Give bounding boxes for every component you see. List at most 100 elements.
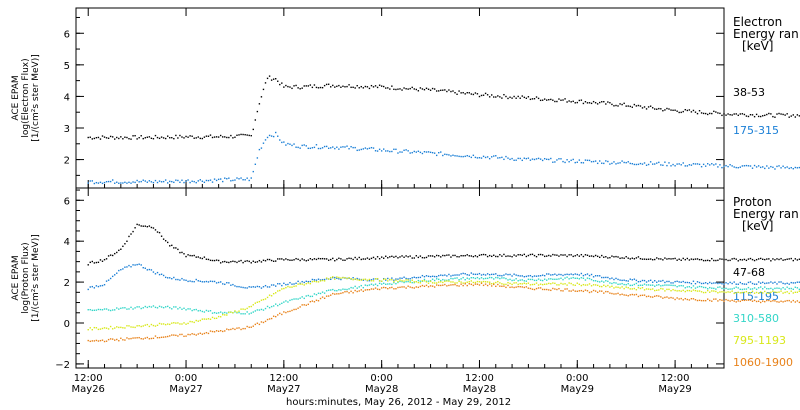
data-point: [195, 319, 197, 322]
data-point: [183, 137, 185, 139]
data-point: [185, 135, 187, 138]
data-point: [702, 299, 705, 302]
data-point: [409, 286, 411, 288]
data-point: [215, 136, 218, 138]
data-point: [623, 283, 625, 286]
data-point: [747, 299, 750, 301]
data-point: [413, 276, 415, 278]
data-point: [633, 163, 636, 166]
data-point: [662, 110, 664, 112]
data-point: [578, 290, 581, 292]
data-point: [201, 257, 204, 260]
data-point: [191, 255, 193, 257]
data-point: [778, 291, 780, 293]
data-point: [562, 283, 564, 285]
data-point: [126, 266, 128, 268]
data-point: [521, 279, 523, 281]
data-point: [706, 163, 709, 165]
data-point: [700, 165, 703, 168]
data-point: [658, 107, 660, 110]
data-point: [674, 289, 676, 292]
y-axis-label-line: ACE EPAM: [11, 255, 21, 300]
data-point: [107, 255, 110, 257]
data-point: [601, 162, 603, 164]
data-point: [766, 165, 768, 167]
data-point: [169, 245, 171, 247]
data-point: [450, 277, 452, 280]
data-point: [362, 279, 365, 281]
data-point: [503, 93, 505, 96]
data-point: [784, 300, 786, 302]
data-point: [399, 151, 401, 153]
data-point: [254, 261, 257, 263]
data-point: [150, 306, 153, 308]
data-point: [548, 282, 550, 285]
data-point: [753, 283, 756, 285]
data-point: [440, 284, 442, 287]
data-point: [649, 284, 652, 286]
data-point: [774, 168, 776, 170]
data-point: [309, 301, 312, 303]
data-point: [552, 253, 554, 256]
data-point: [523, 282, 526, 284]
data-point: [625, 294, 627, 296]
data-point: [757, 292, 760, 294]
data-point: [723, 300, 725, 302]
data-point: [403, 149, 405, 152]
data-point: [171, 308, 173, 310]
data-point: [258, 286, 261, 288]
data-point: [631, 284, 634, 287]
data-point: [790, 281, 792, 284]
data-point: [385, 278, 387, 280]
data-point: [617, 278, 619, 281]
data-point: [425, 87, 428, 90]
data-point: [543, 274, 546, 277]
data-point: [101, 327, 104, 330]
data-point: [160, 136, 163, 138]
data-point: [717, 300, 719, 302]
data-point: [743, 165, 746, 167]
data-point: [656, 295, 658, 297]
data-point: [99, 181, 102, 184]
data-point: [103, 284, 106, 286]
data-point: [607, 290, 609, 293]
data-point: [429, 275, 432, 278]
data-point: [419, 87, 422, 89]
data-point: [668, 162, 670, 164]
data-point: [702, 286, 705, 289]
data-point: [548, 254, 550, 257]
data-point: [232, 311, 234, 314]
data-point: [680, 284, 682, 287]
data-point: [774, 287, 776, 290]
data-point: [552, 282, 554, 284]
data-point: [672, 288, 674, 291]
data-point: [142, 325, 144, 327]
data-point: [150, 226, 153, 229]
data-point: [325, 277, 328, 279]
data-point: [564, 161, 566, 164]
data-point: [753, 292, 756, 294]
data-point: [140, 337, 142, 340]
data-point: [611, 285, 613, 287]
data-point: [242, 286, 244, 289]
data-point: [584, 289, 587, 291]
data-point: [374, 287, 377, 289]
data-point: [250, 177, 252, 179]
data-point: [122, 307, 124, 309]
data-point: [254, 119, 257, 121]
data-point: [289, 299, 291, 302]
data-point: [721, 287, 723, 290]
data-point: [757, 258, 760, 260]
data-point: [484, 283, 487, 285]
data-point: [647, 288, 650, 290]
data-point: [755, 300, 758, 303]
data-point: [246, 134, 248, 136]
data-point: [425, 284, 428, 287]
data-point: [152, 324, 155, 327]
data-point: [670, 284, 672, 286]
data-point: [360, 85, 362, 88]
data-point: [562, 99, 564, 101]
data-point: [162, 180, 165, 183]
data-point: [382, 148, 385, 150]
data-point: [342, 85, 344, 87]
